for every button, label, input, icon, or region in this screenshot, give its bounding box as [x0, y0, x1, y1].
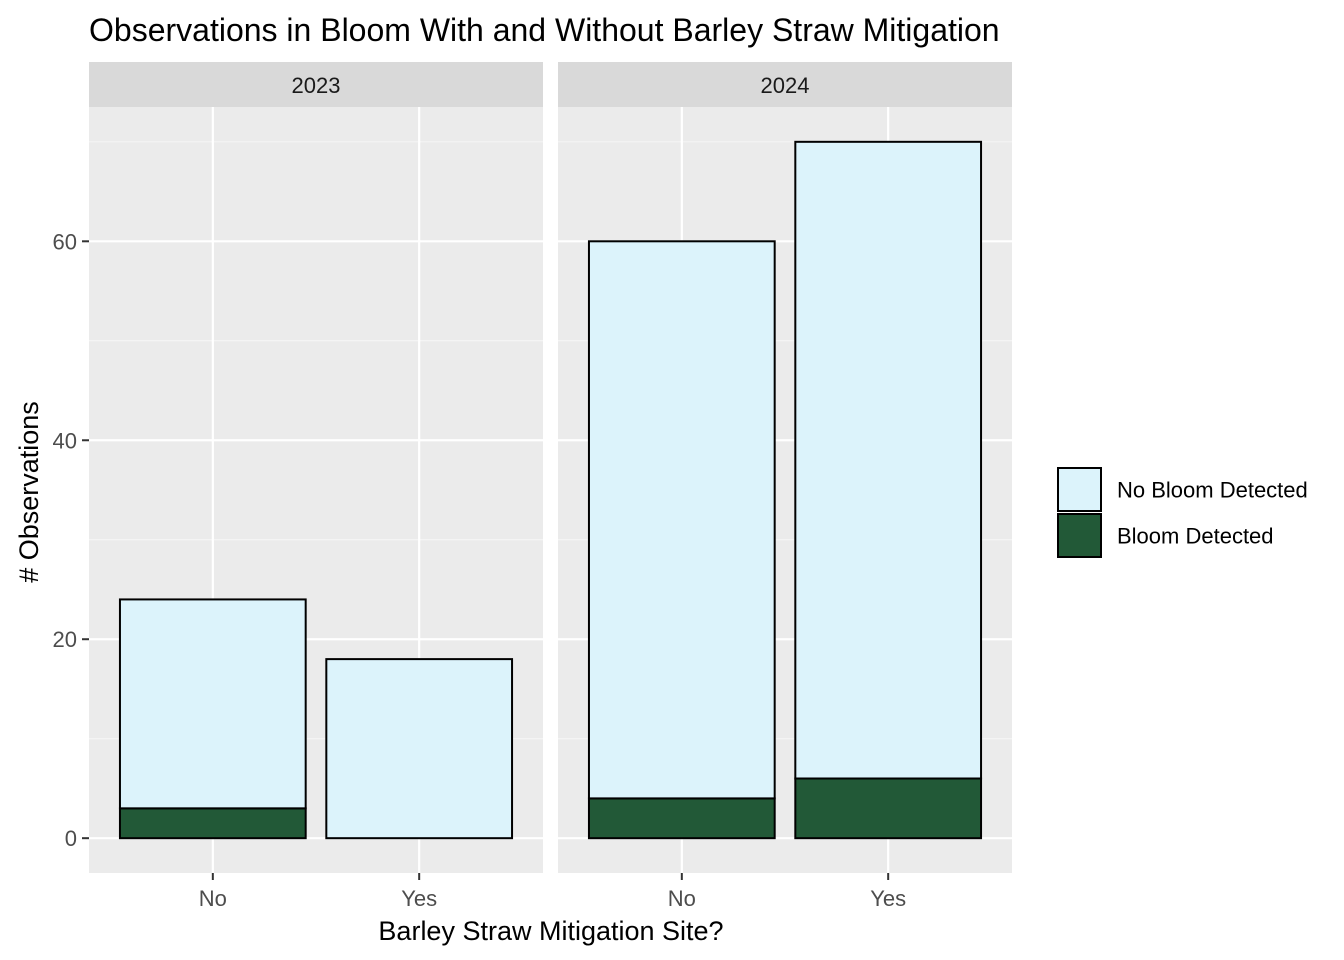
y-tick-label: 20	[53, 627, 77, 652]
facet-strip-label: 2023	[292, 73, 341, 98]
facet-panel-2023: 2023	[89, 62, 543, 873]
x-tick-label: No	[668, 886, 696, 911]
bar-2023-yes-no-bloom-detected	[325, 658, 514, 840]
bar-2023-no-no-bloom-detected	[118, 598, 307, 810]
bar-2024-no-bloom-detected	[587, 797, 776, 840]
legend-key-bloom-detected	[1057, 513, 1102, 558]
bar-2024-yes-no-bloom-detected	[794, 140, 983, 780]
legend: No Bloom Detected Bloom Detected	[1057, 467, 1308, 558]
legend-label: No Bloom Detected	[1117, 478, 1308, 503]
x-axis: No Yes No Yes	[199, 873, 906, 911]
y-tick-label: 40	[53, 428, 77, 453]
bar-2024-no-no-bloom-detected	[587, 240, 776, 800]
y-tick-label: 0	[65, 826, 77, 851]
facet-panels: 2023 2024	[89, 62, 1012, 873]
facet-strip-label: 2024	[761, 73, 810, 98]
y-tick-label: 60	[53, 229, 77, 254]
chart-title: Observations in Bloom With and Without B…	[89, 12, 1000, 48]
bar-2023-no-bloom-detected	[118, 807, 307, 840]
facet-panel-2024: 2024	[558, 62, 1012, 873]
bar-2024-yes-bloom-detected	[794, 777, 983, 840]
x-tick-label: Yes	[870, 886, 906, 911]
x-tick-label: Yes	[401, 886, 437, 911]
x-axis-title: Barley Straw Mitigation Site?	[378, 916, 723, 946]
facet-strip	[89, 62, 543, 107]
y-axis-title: # Observations	[14, 401, 44, 583]
legend-label: Bloom Detected	[1117, 524, 1274, 549]
facet-strip	[558, 62, 1012, 107]
y-axis: 0 20 40 60	[53, 229, 89, 851]
legend-key-no-bloom-detected	[1057, 467, 1102, 512]
x-tick-label: No	[199, 886, 227, 911]
